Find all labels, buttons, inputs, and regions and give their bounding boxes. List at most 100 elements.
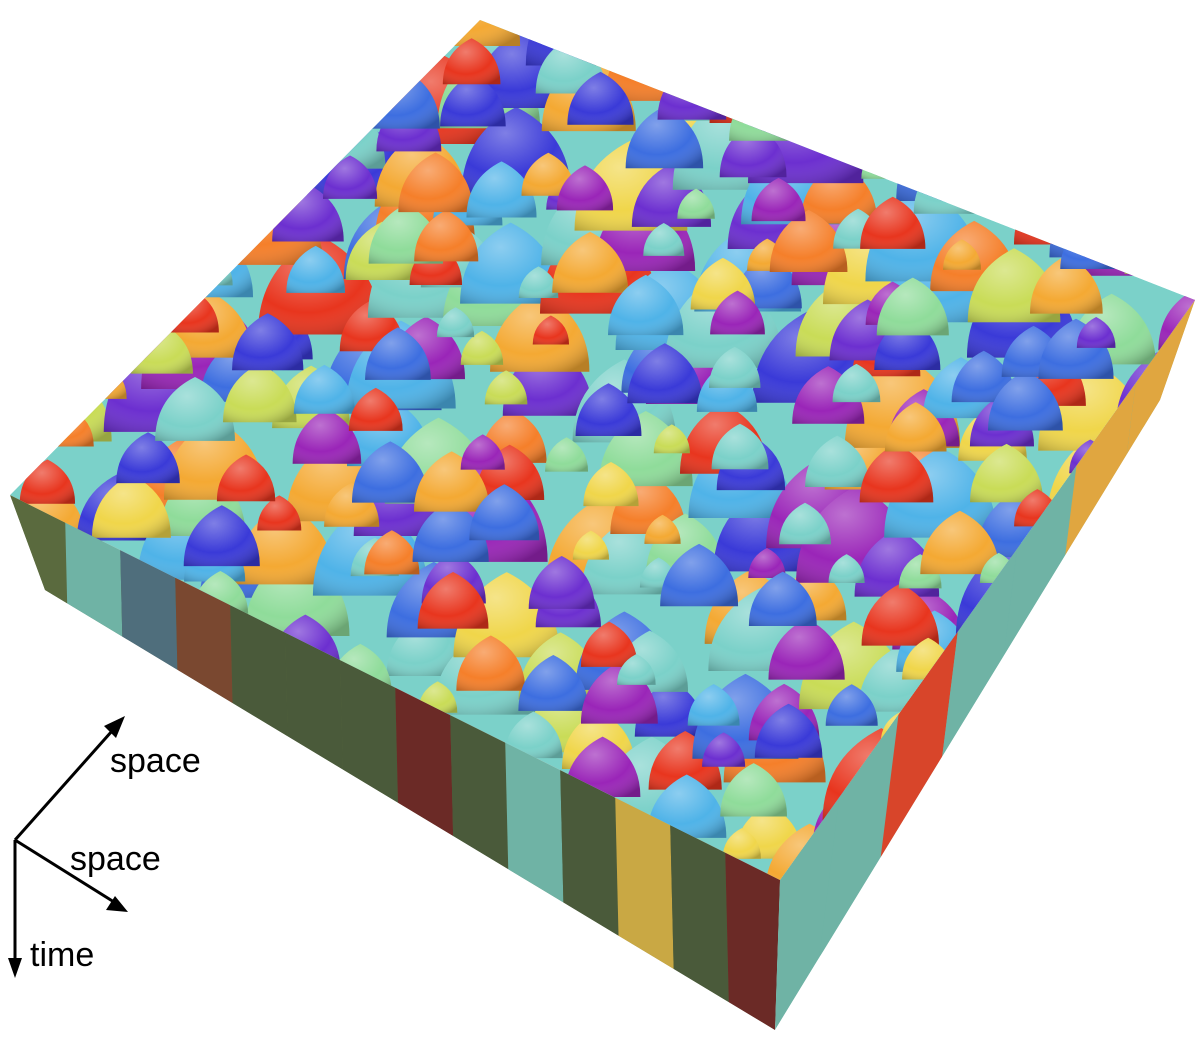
grain [580,621,638,667]
grain-cross-section [65,512,125,750]
grain [832,363,881,403]
grain [545,437,589,472]
grain [608,274,684,336]
grain-cross-section [505,732,565,970]
grain [722,828,761,859]
grain [647,774,727,838]
grain [1013,178,1097,245]
grain [567,71,634,125]
grain [643,223,685,256]
grain [1049,176,1151,258]
slab-top-surface [10,20,1195,880]
grain [1193,226,1195,306]
grain [710,290,765,335]
grain [805,435,870,488]
grain [884,402,947,452]
grain [620,20,679,60]
grain [25,372,112,442]
grain [768,618,845,680]
time-axis-label: time [30,936,94,974]
grain [825,684,878,726]
grain-cross-section [937,548,1018,792]
grain [460,434,505,470]
grain [45,408,94,447]
grain [583,461,639,507]
grain [466,161,537,218]
grain [518,655,589,711]
grain [711,423,769,470]
grain [323,155,378,199]
grain-cross-section [878,631,958,875]
grain-cross-section [10,495,70,723]
grain-cross-section [615,787,675,1025]
space-axis-1-arrow [13,721,122,841]
arrowhead-icon [106,896,128,912]
grain [754,703,823,758]
grain [867,115,947,178]
grain [625,106,704,169]
grain [876,277,949,336]
grain [257,495,302,531]
grain [748,571,817,626]
grain [653,424,690,454]
grain [216,454,276,502]
grain [677,188,715,219]
grain-cross-section [450,705,510,943]
grain [994,166,1042,204]
grain [552,231,629,293]
grain-cross-section [775,797,840,1030]
grain [779,502,831,545]
grain-cross-section [340,650,400,888]
grain [627,343,703,404]
grain [660,543,739,607]
grain [1060,225,1115,270]
grain [292,408,362,464]
grain [539,20,613,35]
axes-indicator [8,716,128,978]
grain [414,210,479,262]
grain [644,514,681,544]
grain [943,239,982,270]
grain [460,330,504,365]
grain [1076,316,1116,348]
grain [709,24,834,123]
grain [617,654,656,685]
grain [987,370,1063,431]
arrowhead-icon [104,716,125,738]
grain [729,83,801,141]
grain [751,177,806,222]
grain-cross-section [560,760,620,998]
grain [286,245,346,293]
grain [720,763,787,817]
grain [456,635,526,691]
grain [951,350,1016,403]
grain [575,383,642,436]
grain [172,232,254,298]
grain [859,443,934,503]
space-axis-2-arrow [14,838,123,909]
grain [364,530,420,575]
grain [830,94,887,139]
grain [436,307,475,338]
grain [189,251,233,286]
grain [528,556,595,609]
grain [913,156,985,214]
grain [861,148,899,179]
grain [1124,240,1167,274]
grain [828,554,865,583]
grain-cross-section [395,677,455,915]
arrowhead-icon [8,958,22,978]
grain [920,510,1000,575]
grain [572,530,610,560]
grain [293,94,386,169]
grain [116,432,180,484]
grain [440,73,506,127]
grain [702,732,746,767]
grain [504,711,563,759]
grain [469,484,540,541]
grain [429,20,521,47]
grain [518,266,559,298]
grain [532,315,570,345]
grain [83,364,127,399]
